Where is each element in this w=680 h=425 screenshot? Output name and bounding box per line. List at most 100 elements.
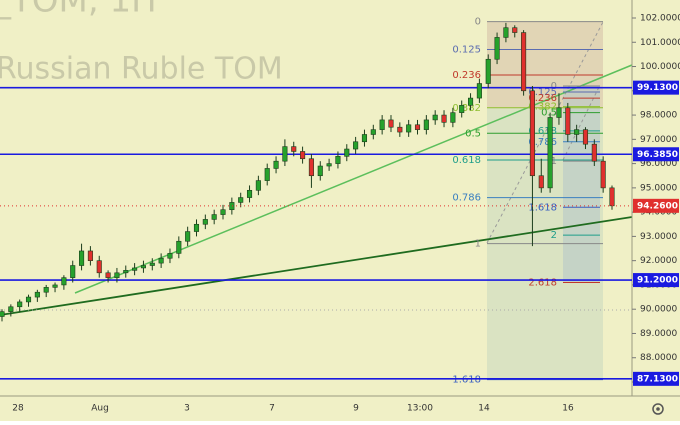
candle-body [176, 240, 182, 254]
fib-trend [562, 84, 601, 161]
candle-body [379, 119, 385, 130]
level-label: 99.1300 [637, 83, 678, 93]
level-label: 87.1300 [637, 374, 678, 384]
y-tick-label: 90.0000 [640, 305, 677, 315]
candle-body [238, 197, 244, 203]
fib-label: 0.382 [452, 103, 481, 114]
x-tick-label: 14 [478, 404, 490, 414]
x-tick-label: Aug [91, 404, 109, 414]
y-tick-label: 92.0000 [640, 256, 677, 266]
fib-label: 0.236 [452, 70, 481, 81]
candle-body [344, 148, 350, 157]
level-tag [633, 147, 679, 162]
x-tick-label: 13:00 [407, 404, 433, 414]
candle-body [123, 270, 129, 274]
y-tick-label: 95.0000 [640, 183, 677, 193]
candle-body [353, 141, 359, 150]
candle-body [229, 202, 235, 211]
fib-label: 0.786 [528, 137, 557, 148]
candle-body [317, 165, 323, 177]
candle-body [132, 267, 138, 271]
y-tick-label: 88.0000 [640, 353, 677, 363]
candle-body [521, 32, 527, 92]
x-tick-label: 28 [12, 404, 24, 414]
candle-body [308, 158, 314, 177]
fib-label: 0.125 [452, 45, 481, 56]
x-tick-label: 16 [562, 404, 574, 414]
fib-label: 0 [475, 17, 481, 28]
candle-body [25, 296, 32, 303]
candle-body [565, 107, 571, 135]
candle-body [432, 114, 438, 121]
y-tick-label: 96.0000 [640, 159, 677, 169]
fib-label: 0.5 [465, 128, 481, 139]
candle-body [264, 168, 270, 181]
candle-body [61, 277, 67, 286]
fib-label: 1 [551, 156, 557, 167]
candle-body [609, 187, 615, 207]
candle-body [79, 250, 85, 266]
fib-label: 0.382 [528, 102, 557, 113]
candle-body [202, 219, 208, 225]
candle-body [574, 129, 580, 135]
candle-body [193, 223, 200, 232]
level-tag [633, 80, 679, 95]
settings-icon[interactable] [652, 403, 664, 415]
candle-body [591, 143, 597, 162]
candle-body [582, 129, 589, 145]
candle-body [335, 156, 341, 164]
x-tick-label: 3 [184, 404, 190, 414]
candle-body [43, 287, 49, 293]
y-tick-label: 93.0000 [640, 232, 677, 242]
candle-body [211, 214, 217, 220]
y-tick-label: 101.0000 [640, 38, 680, 48]
candle-body [538, 175, 544, 189]
gear-center[interactable] [656, 407, 660, 411]
candle-body [114, 272, 120, 278]
fib-label: 2 [551, 230, 557, 241]
fib-label: 0.125 [528, 87, 557, 98]
fib-label: 0.786 [452, 193, 481, 204]
level-label: 91.2000 [637, 276, 678, 286]
candle-body [547, 117, 553, 189]
candle-body [388, 119, 394, 128]
candle-body [459, 105, 465, 113]
candle-body [87, 250, 93, 261]
candle-body [468, 97, 474, 106]
y-tick-label: 100.0000 [640, 62, 680, 72]
candle-body [414, 124, 421, 130]
fib-label: 0 [551, 81, 557, 92]
trend-line [0, 216, 633, 316]
fib-label: 1.618 [452, 375, 481, 386]
candle-body [8, 306, 14, 312]
fib-label: 0.5 [541, 108, 557, 119]
current-price-tag [633, 198, 679, 213]
candle-body [167, 253, 173, 259]
candle-body [282, 146, 288, 162]
candle-body [255, 180, 261, 191]
gear[interactable] [652, 403, 664, 415]
candle-body [503, 27, 509, 38]
candle-body [485, 58, 491, 84]
fib-label: 1.618 [528, 202, 557, 213]
x-tick-label: 9 [353, 404, 359, 414]
level-tag [633, 371, 679, 386]
candle-body [441, 114, 447, 123]
candle-body [273, 160, 279, 169]
candle-body [406, 124, 412, 133]
candle-body [494, 37, 500, 60]
candle-body [423, 119, 429, 130]
candle-body [529, 90, 535, 177]
fib-label: 0.618 [528, 126, 557, 137]
candle-body [291, 146, 297, 152]
candle-body [450, 112, 456, 123]
candle-body [140, 265, 146, 269]
level-tag [633, 273, 679, 288]
candle-body [361, 134, 368, 143]
fib-label: 2.618 [528, 278, 557, 289]
name-watermark: Russian Ruble TOM [0, 52, 283, 87]
candle-body [556, 107, 562, 118]
candle-body [105, 272, 111, 278]
candle-body [476, 83, 482, 99]
